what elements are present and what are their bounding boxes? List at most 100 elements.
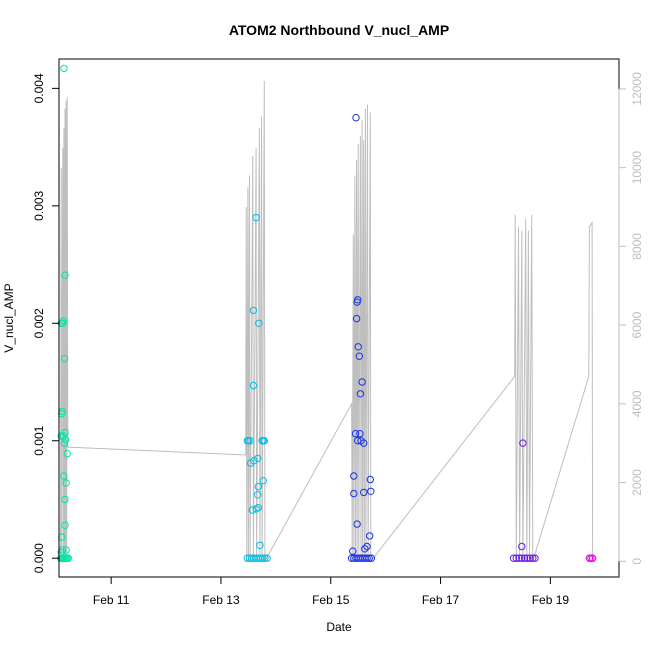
y-axis-right: 0 2000 4000 6000 8000 10000 12000 <box>618 72 644 565</box>
chart-title: ATOM2 Northbound V_nucl_AMP <box>229 22 449 38</box>
data-point <box>255 319 263 327</box>
data-point <box>512 554 520 562</box>
x-tick-label: Feb 13 <box>202 593 240 607</box>
x-tick-label: Feb 19 <box>532 593 570 607</box>
data-point <box>350 489 358 498</box>
data-point <box>61 435 70 444</box>
series-group-2 <box>347 114 376 562</box>
data-point <box>261 554 269 562</box>
series-group-3 <box>509 439 539 562</box>
data-point <box>259 477 267 485</box>
x-axis-label: Date <box>326 620 352 634</box>
data-point <box>523 554 531 562</box>
y-tick-label: 0.001 <box>32 425 46 455</box>
data-point <box>254 504 262 512</box>
y-axis-left: 0.000 0.001 0.002 0.003 0.004 <box>32 73 60 573</box>
data-point <box>352 114 360 122</box>
data-point <box>256 541 264 549</box>
y2-tick-label: 0 <box>630 558 644 565</box>
data-point <box>363 554 371 562</box>
data-point <box>60 354 69 363</box>
data-point <box>263 554 271 562</box>
data-point <box>518 542 526 551</box>
data-point <box>249 306 258 315</box>
data-point <box>588 554 597 562</box>
y-tick-label: 0.000 <box>32 543 46 573</box>
series-group-0 <box>56 64 73 562</box>
data-point <box>62 479 70 487</box>
data-point <box>358 378 366 386</box>
data-point <box>361 545 369 553</box>
data-point <box>356 430 364 438</box>
series-group-1 <box>243 213 271 562</box>
plot-frame <box>58 58 620 578</box>
x-tick-label: Feb 11 <box>93 593 130 607</box>
series-group-4 <box>585 554 597 562</box>
data-point <box>352 314 361 323</box>
data-point <box>60 472 68 480</box>
secondary-line-layer <box>60 80 594 563</box>
data-point <box>367 487 375 495</box>
data-point <box>366 532 374 540</box>
data-point <box>60 64 68 73</box>
y2-tick-label: 8000 <box>630 233 644 260</box>
data-point <box>254 482 262 491</box>
data-point <box>365 554 373 562</box>
data-point <box>357 437 365 445</box>
x-tick-label: Feb 17 <box>422 593 460 607</box>
data-point <box>363 542 371 551</box>
data-point <box>531 554 539 562</box>
data-point <box>519 439 527 447</box>
data-point <box>60 439 69 447</box>
data-point <box>356 390 365 398</box>
data-point <box>260 437 268 445</box>
data-point <box>64 554 73 562</box>
data-point <box>249 381 258 390</box>
data-point <box>360 488 368 497</box>
x-axis: Feb 11 Feb 13 Feb 15 Feb 17 Feb 19 <box>93 576 570 607</box>
y2-tick-label: 2000 <box>630 469 644 496</box>
data-point <box>259 554 267 562</box>
data-point <box>367 554 376 562</box>
data-point <box>520 554 529 562</box>
data-point <box>59 317 68 325</box>
data-point <box>250 457 258 465</box>
y-axis-label: V_nucl_AMP <box>2 283 16 352</box>
secondary-series-line <box>60 80 594 563</box>
y2-tick-label: 4000 <box>630 390 644 417</box>
points-layer <box>56 64 597 562</box>
y-tick-label: 0.003 <box>32 190 46 220</box>
data-point <box>366 475 374 484</box>
data-point <box>529 554 537 562</box>
data-point <box>354 296 362 304</box>
y-tick-label: 0.002 <box>32 308 46 338</box>
data-point <box>59 432 68 440</box>
data-point <box>61 428 69 437</box>
y2-tick-label: 6000 <box>630 311 644 338</box>
data-point <box>526 554 534 562</box>
data-point <box>252 213 260 222</box>
y2-tick-label: 10000 <box>630 151 644 185</box>
x-tick-label: Feb 15 <box>312 593 350 607</box>
data-point <box>61 495 69 504</box>
data-point <box>254 454 262 463</box>
data-point <box>246 437 254 445</box>
data-point <box>355 352 363 360</box>
data-point <box>61 271 69 279</box>
data-point <box>354 437 362 445</box>
data-point <box>354 343 362 351</box>
data-point <box>353 520 361 528</box>
data-point <box>515 554 523 562</box>
y-tick-label: 0.004 <box>32 73 46 103</box>
data-point <box>63 450 71 458</box>
data-point <box>351 430 360 438</box>
data-point <box>509 554 518 562</box>
data-point <box>62 546 70 554</box>
data-point <box>254 491 262 499</box>
data-point <box>349 547 357 555</box>
data-point <box>350 472 358 480</box>
data-point <box>518 554 526 562</box>
y2-tick-label: 12000 <box>630 72 644 106</box>
data-point <box>61 521 69 529</box>
